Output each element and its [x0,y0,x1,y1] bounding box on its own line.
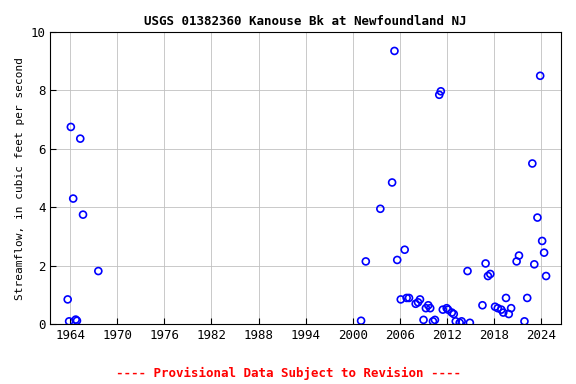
Point [402,295,411,301]
Point [63,296,73,303]
Point [447,310,456,316]
Y-axis label: Streamflow, in cubic feet per second: Streamflow, in cubic feet per second [15,56,25,300]
Text: ---- Provisional Data Subject to Revision ----: ---- Provisional Data Subject to Revisio… [116,367,460,380]
Point [536,73,545,79]
Point [506,305,516,311]
Point [94,268,103,274]
Point [465,320,475,326]
Point [411,301,420,307]
Point [426,305,435,311]
Point [541,273,551,279]
Point [486,271,495,277]
Point [499,310,508,316]
Point [421,305,430,311]
Title: USGS 01382360 Kanouse Bk at Newfoundland NJ: USGS 01382360 Kanouse Bk at Newfoundland… [145,15,467,28]
Point [73,318,82,324]
Point [388,179,397,185]
Point [419,317,428,323]
Point [361,258,370,265]
Point [75,136,85,142]
Point [442,305,452,311]
Point [528,161,537,167]
Point [512,258,521,265]
Point [429,318,438,324]
Point [483,273,492,279]
Point [478,302,487,308]
Point [430,317,439,323]
Point [493,305,502,311]
Point [501,295,510,301]
Point [444,306,453,313]
Point [357,318,366,324]
Point [66,124,75,130]
Point [514,253,524,259]
Point [436,88,445,94]
Point [497,306,506,313]
Point [533,215,542,221]
Point [481,260,490,266]
Point [540,250,549,256]
Point [504,311,513,317]
Point [65,318,74,324]
Point [414,299,423,305]
Point [451,318,460,324]
Point [404,295,414,301]
Point [78,212,88,218]
Point [390,48,399,54]
Point [463,268,472,274]
Point [449,311,458,317]
Point [69,195,78,202]
Point [71,316,80,323]
Point [455,320,464,326]
Point [376,206,385,212]
Point [396,296,406,303]
Point [522,295,532,301]
Point [490,304,499,310]
Point [400,247,410,253]
Point [393,257,402,263]
Point [457,318,466,324]
Point [520,318,529,324]
Point [537,238,547,244]
Point [530,261,539,267]
Point [435,92,444,98]
Point [438,306,448,313]
Point [415,296,425,303]
Point [423,302,433,308]
